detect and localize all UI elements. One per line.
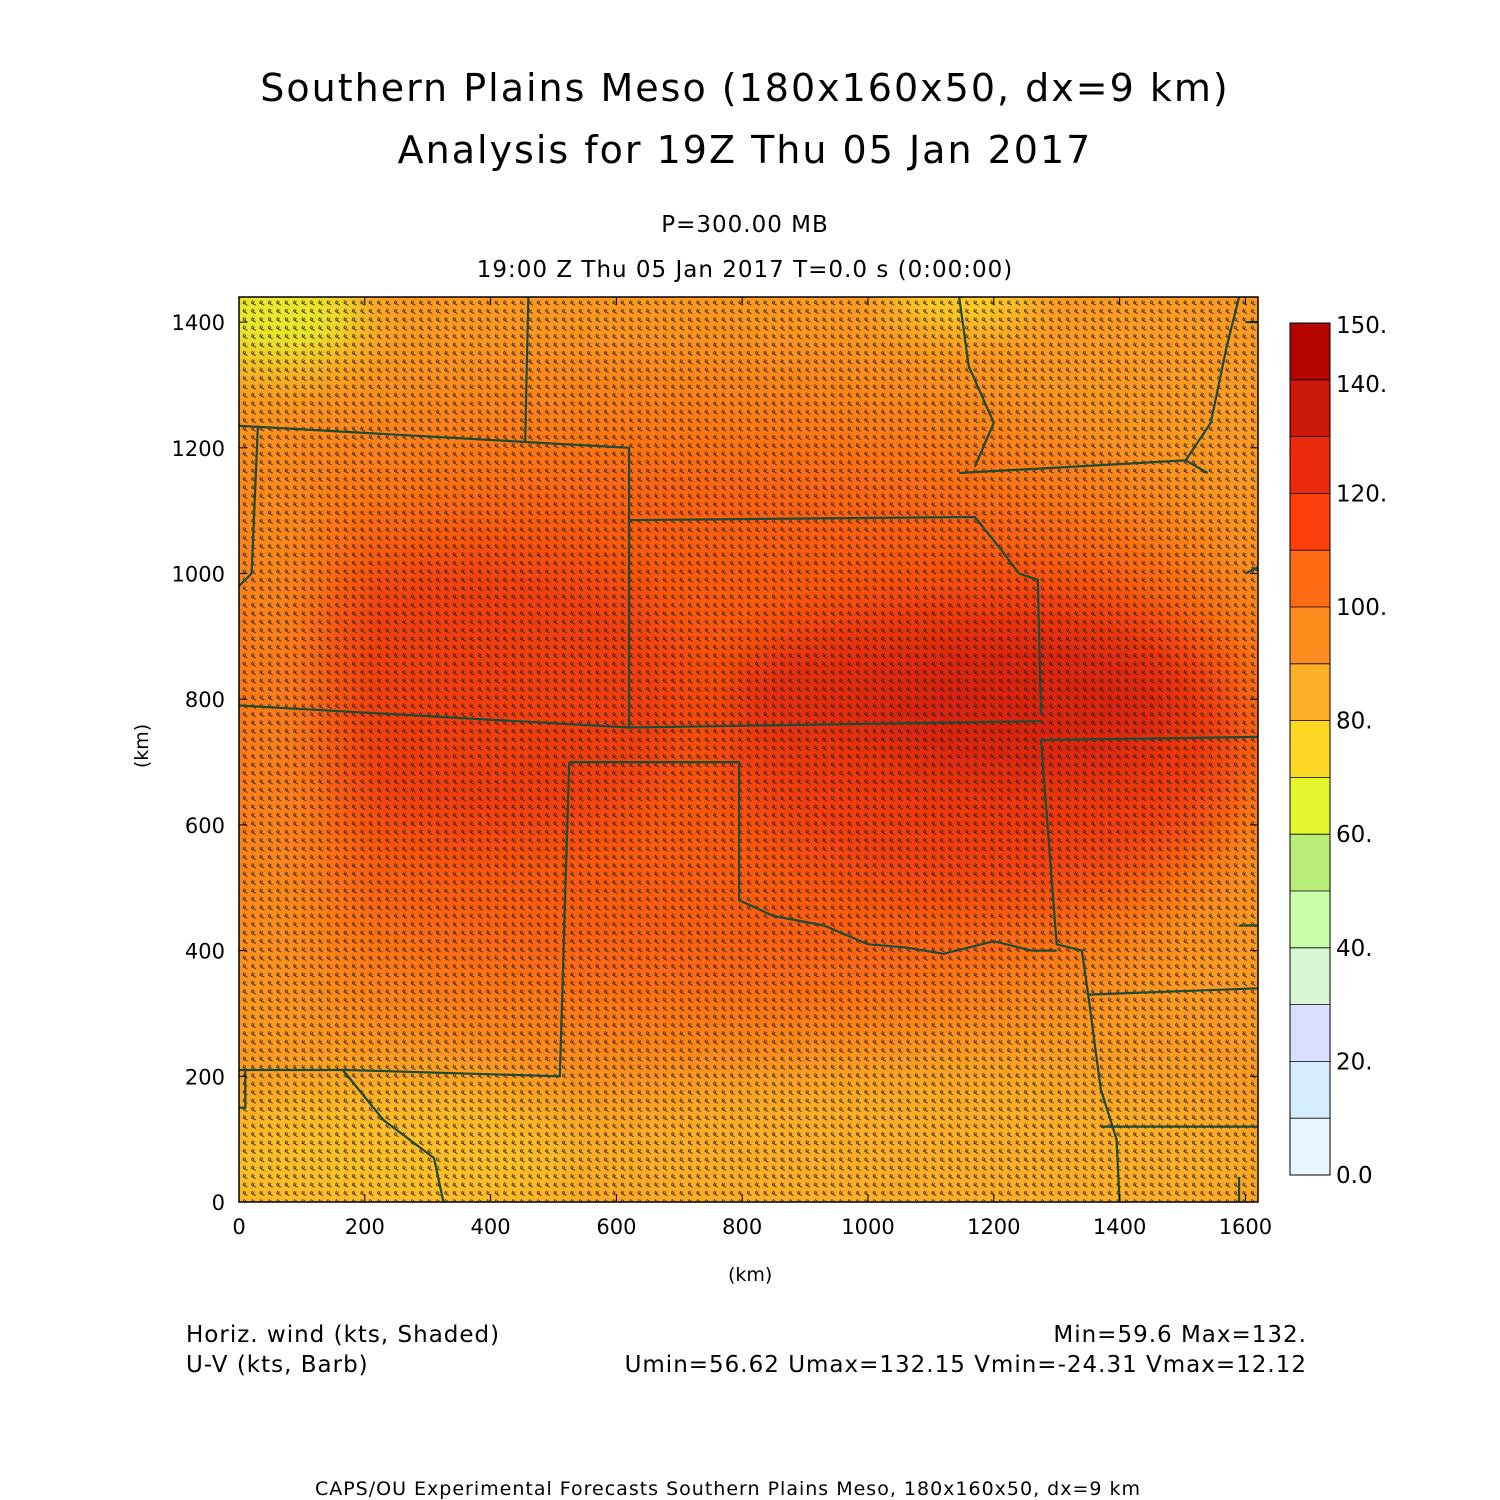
y-axis: 0 200 400 600 800 1000 1200 1400 bbox=[172, 311, 1258, 1215]
y-tick-label: 400 bbox=[185, 940, 225, 964]
state-border-line bbox=[524, 297, 530, 442]
x-tick-label: 1000 bbox=[841, 1215, 894, 1239]
x-tick-label: 0 bbox=[232, 1215, 245, 1239]
colorbar-swatch bbox=[1290, 777, 1330, 835]
colorbar-swatch bbox=[1290, 1004, 1330, 1062]
colorbar-label: 20. bbox=[1336, 1049, 1373, 1075]
state-border-line bbox=[1087, 994, 1121, 1202]
barb-field-label: U-V (kts, Barb) bbox=[186, 1352, 369, 1378]
wind-speed-contour bbox=[239, 447, 334, 1077]
y-tick-label: 0 bbox=[212, 1191, 225, 1215]
colorbar-swatch bbox=[1290, 834, 1330, 891]
colorbar-frame bbox=[1289, 322, 1331, 1176]
colorbar-swatch bbox=[1290, 891, 1330, 948]
colorbar-label: 100. bbox=[1336, 595, 1387, 621]
wind-speed-contour bbox=[239, 297, 365, 367]
x-tick-label: 1200 bbox=[967, 1215, 1020, 1239]
y-tick-label: 800 bbox=[185, 688, 225, 712]
state-border-line bbox=[239, 1070, 247, 1109]
colorbar-label: 140. bbox=[1336, 372, 1387, 398]
colorbar-swatch bbox=[1290, 436, 1330, 494]
plot-title: Southern Plains Meso (180x160x50, dx=9 k… bbox=[260, 66, 1230, 110]
colorbar-label: 0.0 bbox=[1336, 1163, 1373, 1189]
y-tick-label: 1000 bbox=[172, 563, 225, 587]
pressure-level-label: P=300.00 MB bbox=[661, 212, 829, 238]
state-border-line bbox=[569, 760, 1057, 955]
shaded-field-label: Horiz. wind (kts, Shaded) bbox=[186, 1322, 501, 1348]
y-tick-label: 1400 bbox=[172, 311, 225, 335]
wind-barbs-layer bbox=[242, 300, 1256, 1202]
state-border-line bbox=[958, 297, 995, 468]
state-border-line bbox=[239, 762, 571, 1078]
y-tick-label: 600 bbox=[185, 814, 225, 838]
state-border-line bbox=[1039, 740, 1258, 996]
credit-footer: CAPS/OU Experimental Forecasts Southern … bbox=[314, 1478, 1142, 1500]
x-axis: 0 200 400 600 800 1000 1200 1400 1600 bbox=[232, 297, 1272, 1239]
colorbar-label: 120. bbox=[1336, 481, 1387, 507]
uv-stats-label: Umin=56.62 Umax=132.15 Vmin=-24.31 Vmax=… bbox=[624, 1352, 1307, 1378]
colorbar-swatch bbox=[1290, 379, 1330, 437]
wind-barb-grid bbox=[242, 300, 1256, 1202]
colorbar-swatch bbox=[1290, 720, 1330, 778]
state-border-line bbox=[1040, 735, 1258, 742]
colorbar-label: 40. bbox=[1336, 936, 1373, 962]
state-border-line bbox=[1251, 566, 1258, 572]
plot-frame bbox=[238, 296, 1259, 1203]
wind-speed-contour bbox=[729, 642, 982, 744]
colorbar-label: 150. bbox=[1336, 313, 1387, 339]
plot-subtitle: Analysis for 19Z Thu 05 Jan 2017 bbox=[397, 128, 1093, 172]
wind-speed-contour bbox=[578, 1070, 1258, 1202]
colorbar-label: 60. bbox=[1336, 822, 1373, 848]
colorbar-swatch bbox=[1290, 1118, 1330, 1175]
colorbar-swatch bbox=[1290, 1061, 1330, 1119]
colorbar-swatch bbox=[1290, 323, 1330, 380]
x-axis-unit-label: (km) bbox=[728, 1264, 773, 1286]
colorbar-swatch bbox=[1290, 663, 1330, 721]
y-tick-label: 1200 bbox=[172, 437, 225, 461]
state-border-line bbox=[1184, 297, 1241, 462]
x-tick-label: 800 bbox=[722, 1215, 762, 1239]
y-tick-label: 200 bbox=[185, 1065, 225, 1089]
colorbar-swatch bbox=[1290, 947, 1330, 1005]
state-border-line bbox=[628, 515, 1043, 715]
colorbar-swatch bbox=[1290, 493, 1330, 551]
y-axis-unit-label: (km) bbox=[131, 723, 154, 769]
colorbar-label: 80. bbox=[1336, 709, 1373, 735]
colorbar-swatch bbox=[1290, 550, 1330, 607]
colorbar: 0.0 20. 40. 60. 80. 100. 120. 140. 150. bbox=[1289, 313, 1387, 1189]
wind-speed-map bbox=[239, 297, 1258, 1202]
min-max-label: Min=59.6 Max=132. bbox=[1053, 1322, 1307, 1348]
valid-time-label: 19:00 Z Thu 05 Jan 2017 T=0.0 s (0:00:00… bbox=[476, 257, 1014, 283]
colorbar-swatch bbox=[1290, 607, 1330, 664]
state-border-line bbox=[628, 720, 1042, 729]
x-tick-label: 1400 bbox=[1093, 1215, 1146, 1239]
x-tick-label: 200 bbox=[345, 1215, 385, 1239]
x-tick-label: 400 bbox=[471, 1215, 511, 1239]
x-tick-label: 1600 bbox=[1219, 1215, 1272, 1239]
state-border-line bbox=[341, 1069, 445, 1202]
state-borders bbox=[239, 297, 1258, 1202]
x-tick-label: 600 bbox=[596, 1215, 636, 1239]
state-border-line bbox=[239, 425, 259, 587]
state-border-line bbox=[239, 424, 631, 729]
wind-speed-contour bbox=[239, 1082, 598, 1202]
